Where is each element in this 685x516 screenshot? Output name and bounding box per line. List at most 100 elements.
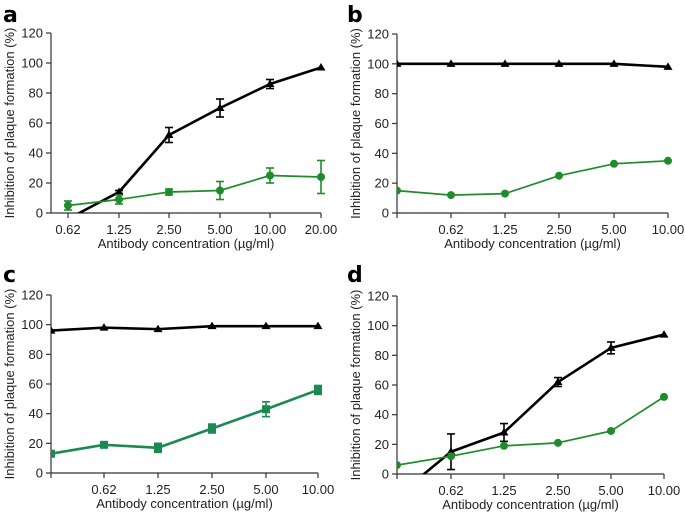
series-black xyxy=(421,330,669,474)
y-tick-label: 60 xyxy=(375,116,389,131)
y-axis-title: Inhibition of plaque formation (%) xyxy=(2,28,17,219)
y-tick-label: 80 xyxy=(375,86,389,101)
x-axis-title: Antibody concentration (µg/ml) xyxy=(98,236,275,251)
panel-d: d 0 20 40 60 80 100 120 0.62 1.25 2.50 5.00 10.00 Ant… xyxy=(347,263,680,512)
y-axis-title: Inhibition of plaque formation (%) xyxy=(348,28,363,219)
y-tick-label: 60 xyxy=(29,377,43,392)
y-tick-label: 0 xyxy=(36,466,43,481)
y-tick-label: 120 xyxy=(21,288,43,303)
series-green xyxy=(51,384,322,458)
data-point-circle xyxy=(554,438,562,447)
x-tick-label: 10.00 xyxy=(302,482,335,497)
data-point-triangle xyxy=(313,321,323,330)
x-tick-label: 5.00 xyxy=(253,482,278,497)
y-tick-label: 120 xyxy=(21,26,43,41)
data-point-triangle xyxy=(446,59,456,67)
series-black xyxy=(76,63,326,213)
data-point-circle xyxy=(610,159,618,168)
data-point-triangle xyxy=(215,103,225,111)
y-tick-label: 80 xyxy=(375,348,389,363)
y-tick-label: 60 xyxy=(29,116,43,131)
x-tick-label: 0.62 xyxy=(438,222,463,237)
data-point-square xyxy=(262,405,270,414)
data-point-circle xyxy=(447,452,455,461)
data-point-circle xyxy=(317,173,325,181)
series-green xyxy=(64,159,325,211)
series-line-black xyxy=(51,324,318,332)
data-point-circle xyxy=(64,201,72,210)
x-tick-label: 0.62 xyxy=(438,483,463,498)
data-point-triangle xyxy=(164,130,174,138)
data-point-circle xyxy=(607,426,615,435)
data-point-circle xyxy=(555,171,563,180)
x-tick-label: 2.50 xyxy=(199,482,224,497)
y-tick-label: 20 xyxy=(29,176,43,191)
series-green xyxy=(397,156,672,200)
data-point-square xyxy=(154,443,162,452)
series-line-green xyxy=(397,396,665,466)
data-point-triangle xyxy=(261,321,271,330)
y-tick-label: 100 xyxy=(367,56,389,71)
x-tick-label: 0.62 xyxy=(55,222,80,237)
y-tick-label: 120 xyxy=(367,27,389,42)
data-point-circle xyxy=(216,186,224,195)
y-tick-label: 100 xyxy=(367,318,389,333)
series-black xyxy=(51,321,323,334)
x-tick-label: 1.25 xyxy=(492,222,517,237)
data-point-triangle xyxy=(99,323,109,331)
data-point-square xyxy=(51,449,55,458)
y-tick-label: 80 xyxy=(29,86,43,101)
data-point-triangle xyxy=(316,63,326,71)
data-point-triangle xyxy=(554,59,564,67)
y-tick-label: 60 xyxy=(375,378,389,393)
y-tick-label: 80 xyxy=(29,347,43,362)
data-point-triangle xyxy=(397,59,402,67)
y-tick-label: 20 xyxy=(29,436,43,451)
y-tick-label: 40 xyxy=(29,146,43,161)
data-point-triangle xyxy=(265,79,275,87)
y-axis-title: Inhibition of plaque formation (%) xyxy=(2,289,17,480)
x-axis-title: Antibody concentration (µg/ml) xyxy=(444,236,621,251)
series-green xyxy=(397,392,668,470)
series-line-black xyxy=(397,62,669,69)
y-tick-label: 0 xyxy=(382,206,389,221)
series-line-green xyxy=(67,174,322,207)
y-tick-label: 40 xyxy=(375,146,389,161)
x-tick-label: 5.00 xyxy=(598,483,623,498)
data-point-triangle xyxy=(499,427,509,436)
series-line-black xyxy=(421,333,665,474)
data-point-triangle xyxy=(659,330,669,338)
data-point-circle xyxy=(660,392,668,401)
series-line-black xyxy=(76,66,322,213)
x-tick-label: 2.50 xyxy=(545,483,570,498)
data-point-circle xyxy=(664,156,672,165)
series-line-green xyxy=(397,159,669,196)
y-tick-label: 100 xyxy=(21,317,43,332)
data-point-triangle xyxy=(500,59,510,67)
data-point-triangle xyxy=(114,187,124,195)
x-tick-label: 1.25 xyxy=(145,482,170,497)
x-tick-label: 5.00 xyxy=(207,222,232,237)
data-point-triangle xyxy=(153,324,163,333)
y-tick-label: 120 xyxy=(367,289,389,304)
y-tick-label: 20 xyxy=(375,176,389,191)
series-black xyxy=(397,59,673,70)
y-tick-label: 0 xyxy=(36,206,43,221)
data-point-circle xyxy=(165,188,173,196)
panel-b: b 0 20 40 60 80 100 120 0.62 1.25 2.50 5.00 10.00 Ant… xyxy=(347,3,684,251)
series-line-green xyxy=(51,388,319,455)
data-point-triangle xyxy=(51,326,56,334)
x-tick-label: 20.00 xyxy=(305,222,338,237)
data-point-circle xyxy=(397,186,401,195)
x-tick-label: 10.00 xyxy=(648,483,681,498)
data-point-square xyxy=(208,424,216,433)
data-point-square xyxy=(100,440,108,449)
data-point-circle xyxy=(115,195,123,204)
data-point-circle xyxy=(501,189,509,198)
panel-c: c 0 20 40 60 80 100 120 0.62 1.25 2.50 5.00 10.00 Ant… xyxy=(2,263,334,511)
data-point-triangle xyxy=(207,321,217,330)
x-tick-label: 0.62 xyxy=(91,482,116,497)
data-point-triangle xyxy=(606,343,616,351)
data-point-circle xyxy=(447,191,455,200)
